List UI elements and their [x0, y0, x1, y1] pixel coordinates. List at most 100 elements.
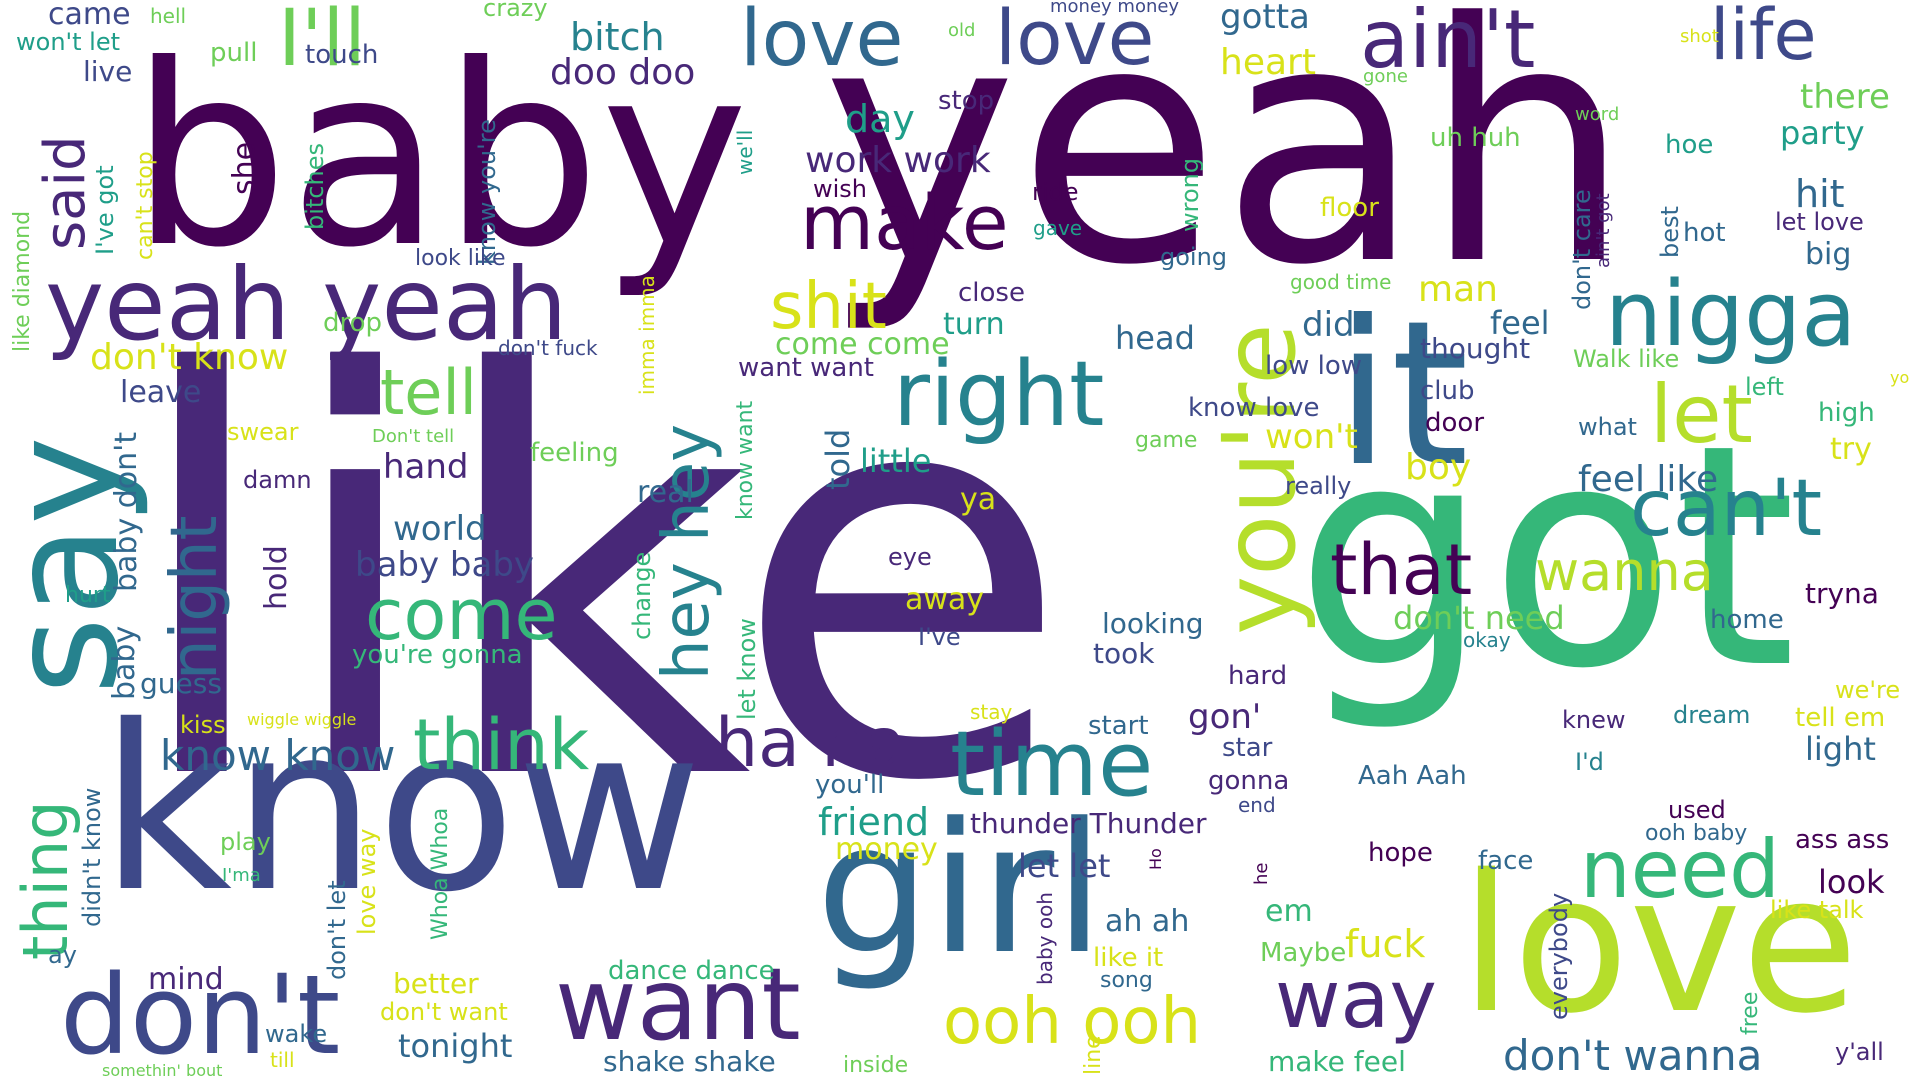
word-aah-aah: Aah Aah — [1358, 761, 1467, 791]
word-tonight: tonight — [398, 1027, 513, 1065]
word-close: close — [958, 278, 1025, 308]
word-dont-let: don't let — [323, 880, 351, 980]
word-try: try — [1830, 432, 1872, 467]
word-shake-shake: shake shake — [603, 1045, 776, 1078]
word-line: line — [1081, 1035, 1106, 1075]
word-aint: ain't — [1360, 0, 1536, 86]
word-let: let — [1650, 368, 1753, 461]
word-baby-ooh: baby ooh — [1033, 892, 1057, 985]
word-let-let: let let — [1018, 847, 1111, 885]
word-free: free — [1738, 991, 1763, 1035]
word-wont-let: won't let — [16, 28, 121, 56]
word-dont-tell: Don't tell — [372, 426, 455, 447]
word-love-3: love — [995, 0, 1155, 82]
word-world: world — [393, 509, 487, 549]
word-that: that — [1330, 529, 1473, 611]
word-dont-know: don't know — [90, 337, 289, 378]
word-time: time — [950, 712, 1154, 817]
word-really: really — [1285, 472, 1352, 500]
word-gonna: gonna — [1208, 766, 1290, 796]
word-going: going — [1160, 243, 1228, 271]
word-knew: knew — [1562, 706, 1626, 734]
word-like-it: like it — [1093, 943, 1164, 973]
word-live: live — [83, 55, 133, 88]
word-dont-fuck: don't fuck — [498, 336, 598, 360]
word-love-2: love — [740, 0, 904, 84]
word-didnt-know: didn't know — [78, 787, 106, 927]
word-damn: damn — [243, 466, 312, 494]
word-well: we'll — [733, 129, 757, 175]
word-ima: I'ma — [222, 865, 261, 886]
word-friend: friend — [818, 800, 930, 844]
word-mind: mind — [148, 962, 224, 997]
word-nigga: nigga — [1605, 262, 1857, 367]
word-make: make — [800, 178, 1009, 267]
word-let-love: let love — [1775, 208, 1864, 236]
word-ay: ay — [48, 941, 77, 969]
word-big: big — [1805, 237, 1852, 272]
word-want: want — [555, 946, 801, 1063]
word-door: door — [1425, 408, 1485, 438]
word-till: till — [270, 1048, 295, 1072]
word-song: song — [1100, 968, 1153, 993]
word-work-work: work work — [805, 140, 991, 181]
word-hold: hold — [259, 545, 294, 610]
word-youll: you'll — [815, 770, 885, 800]
word-little: little — [860, 442, 932, 480]
word-light: light — [1805, 730, 1876, 768]
word-ha-ha: ha ha — [715, 704, 907, 783]
word-wanna: wanna — [1535, 540, 1714, 603]
word-came: came — [48, 0, 131, 32]
word-know: know — [100, 676, 703, 942]
word-ooh-baby: ooh baby — [1645, 821, 1748, 846]
word-yall: y'all — [1835, 1038, 1884, 1066]
word-ya: ya — [960, 482, 997, 517]
word-thunder-thunder: thunder Thunder — [970, 807, 1207, 840]
word-took: took — [1093, 637, 1155, 670]
word-low-low: low low — [1265, 351, 1363, 381]
word-man: man — [1418, 269, 1498, 310]
word-he: he — [1251, 862, 1272, 885]
word-em: em — [1265, 894, 1313, 929]
word-stop: stop — [938, 86, 995, 116]
word-let-know: let know — [733, 618, 761, 720]
word-end: end — [1238, 793, 1276, 817]
word-fuck: fuck — [1345, 922, 1426, 966]
word-there: there — [1800, 77, 1890, 117]
word-think: think — [413, 704, 590, 786]
word-money-money: money money — [1050, 0, 1180, 17]
word-best: best — [1656, 206, 1684, 258]
word-shot: shot — [1680, 26, 1719, 47]
word-tryna: tryna — [1805, 577, 1879, 610]
word-wake: wake — [265, 1020, 328, 1048]
word-heart: heart — [1220, 42, 1316, 83]
word-inside: inside — [843, 1053, 909, 1078]
word-dance-dance: dance dance — [608, 956, 775, 986]
word-head: head — [1115, 319, 1195, 357]
word-know-love: know love — [1188, 393, 1320, 423]
word-bitch: bitch — [570, 15, 665, 59]
word-feeling: feeling — [530, 438, 619, 468]
word-know-know: know know — [160, 731, 396, 780]
word-old: old — [948, 20, 976, 41]
word-wiggle-wiggle: wiggle wiggle — [247, 710, 357, 729]
word-high: high — [1818, 398, 1875, 428]
word-somethin-bout: somethin' bout — [102, 1061, 223, 1080]
word-like: like — [125, 260, 1072, 902]
word-everybody: everybody — [1545, 892, 1573, 1020]
word-night: night — [158, 515, 232, 680]
word-doo-doo: doo doo — [550, 52, 696, 93]
word-yeah: yeah — [822, 0, 1632, 337]
word-baby: baby — [130, 11, 749, 302]
word-cant-stop: can't stop — [133, 151, 158, 260]
word-used: used — [1668, 796, 1726, 824]
word-know-want: know want — [733, 400, 758, 520]
word-boy: boy — [1405, 447, 1472, 488]
word-uh-huh: uh huh — [1430, 123, 1521, 153]
word-gone: gone — [1363, 66, 1408, 87]
word-she: she — [227, 141, 262, 195]
word-game: game — [1135, 428, 1198, 453]
word-okay: okay — [1463, 628, 1511, 652]
word-ill: I'll — [278, 0, 366, 84]
